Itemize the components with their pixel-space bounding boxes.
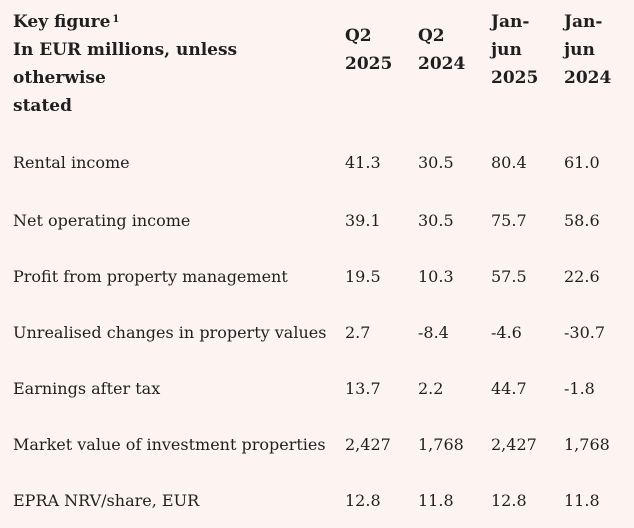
cell-q2-2025: 2,427	[345, 434, 391, 454]
cell-q2-2025: 41.3	[345, 152, 381, 172]
cell-jan-jun-2025: 12.8	[491, 490, 527, 510]
row-label: Earnings after tax	[13, 378, 161, 398]
cell-q2-2024: 1,768	[418, 434, 464, 454]
cell-jan-jun-2024: 58.6	[564, 210, 600, 230]
cell-q2-2025: 2.7	[345, 322, 371, 342]
table-row: EPRA NRV/share, EUR 12.8 11.8 12.8 11.8	[0, 472, 634, 528]
cell-jan-jun-2024: 61.0	[564, 152, 600, 172]
key-figures-panel: Key figure 1 In EUR millions, unless othe…	[13, 12, 611, 510]
header-line: Q2	[345, 26, 372, 46]
cell-jan-jun-2024: -30.7	[564, 322, 606, 342]
header-line: Jan-	[491, 12, 530, 32]
table-row: Profit from property management 19.5 10.…	[0, 248, 634, 304]
header-line: 2024	[418, 54, 466, 74]
table-header-row: Key figure 1 In EUR millions, unless othe…	[0, 0, 634, 120]
row-label: EPRA NRV/share, EUR	[13, 490, 200, 510]
header-q2-2025: Q2 2025	[330, 0, 402, 120]
row-label: Net operating income	[13, 210, 191, 230]
cell-q2-2025: 12.8	[345, 490, 381, 510]
row-label: Profit from property management	[13, 266, 288, 286]
units-line-1: In EUR millions, unless otherwise	[13, 40, 238, 88]
cell-q2-2025: 13.7	[345, 378, 381, 398]
row-label: Unrealised changes in property values	[13, 322, 327, 342]
header-line: Jan-	[564, 12, 603, 32]
cell-q2-2025: 39.1	[345, 210, 381, 230]
header-line: 2024	[564, 68, 612, 88]
header-jan-jun-2024: Jan- jun 2024	[546, 0, 634, 120]
header-line: jun	[491, 40, 522, 60]
cell-jan-jun-2024: 1,768	[564, 434, 610, 454]
cell-q2-2024: 2.2	[418, 378, 444, 398]
table-row: Unrealised changes in property values 2.…	[0, 304, 634, 360]
cell-q2-2024: 30.5	[418, 152, 454, 172]
cell-q2-2024: 11.8	[418, 490, 454, 510]
cell-q2-2024: 30.5	[418, 210, 454, 230]
key-figure-label: Key figure	[13, 12, 111, 32]
cell-q2-2025: 19.5	[345, 266, 381, 286]
header-line: jun	[564, 40, 595, 60]
row-label: Rental income	[13, 152, 130, 172]
cell-jan-jun-2025: 80.4	[491, 152, 527, 172]
table-row: Net operating income 39.1 30.5 75.7 58.6	[0, 192, 634, 248]
table-row: Rental income 41.3 30.5 80.4 61.0	[0, 120, 634, 192]
cell-jan-jun-2024: -1.8	[564, 378, 595, 398]
footnote-superscript: 1	[112, 14, 120, 25]
header-line: Q2	[418, 26, 445, 46]
units-line-2: stated	[13, 96, 72, 116]
table-row: Earnings after tax 13.7 2.2 44.7 -1.8	[0, 360, 634, 416]
header-line: 2025	[491, 68, 539, 88]
header-q2-2024: Q2 2024	[402, 0, 474, 120]
cell-q2-2024: 10.3	[418, 266, 454, 286]
header-key-figure: Key figure 1 In EUR millions, unless othe…	[0, 0, 330, 120]
table-row: Market value of investment properties 2,…	[0, 416, 634, 472]
cell-jan-jun-2024: 22.6	[564, 266, 600, 286]
cell-q2-2024: -8.4	[418, 322, 449, 342]
cell-jan-jun-2024: 11.8	[564, 490, 600, 510]
header-jan-jun-2025: Jan- jun 2025	[474, 0, 546, 120]
cell-jan-jun-2025: 44.7	[491, 378, 527, 398]
cell-jan-jun-2025: 75.7	[491, 210, 527, 230]
cell-jan-jun-2025: -4.6	[491, 322, 522, 342]
key-figure-title-line: Key figure 1	[13, 8, 330, 36]
row-label: Market value of investment properties	[13, 434, 326, 454]
cell-jan-jun-2025: 57.5	[491, 266, 527, 286]
header-line: 2025	[345, 54, 393, 74]
cell-jan-jun-2025: 2,427	[491, 434, 537, 454]
